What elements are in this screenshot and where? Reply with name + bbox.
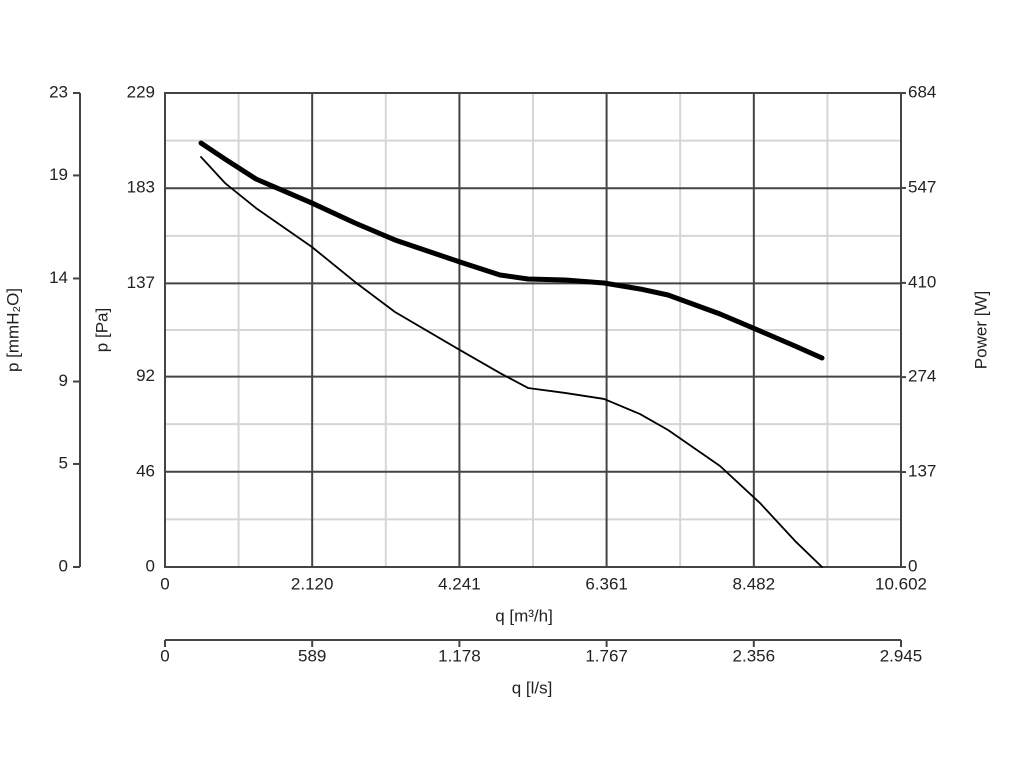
- x-tick-label: 0: [160, 574, 169, 593]
- y3-tick-label: 23: [49, 82, 68, 101]
- y-tick-label: 92: [136, 366, 155, 385]
- y-tick-label: 46: [136, 461, 155, 480]
- y3-tick-label: 14: [49, 268, 68, 287]
- y3-tick-label: 5: [59, 453, 68, 472]
- x2-tick-label: 0: [160, 646, 169, 665]
- y-tick-label: 0: [146, 556, 155, 575]
- y2-tick-label: 410: [908, 272, 936, 291]
- x2-tick-label: 589: [298, 646, 326, 665]
- y3-tick-label: 0: [59, 556, 68, 575]
- y2-tick-label: 684: [908, 82, 936, 101]
- y2-tick-label: 0: [908, 556, 917, 575]
- y3-axis-title: p [mmH₂O]: [3, 288, 22, 372]
- curve: [198, 140, 825, 361]
- curve: [200, 156, 823, 568]
- y-axis-title: p [Pa]: [92, 308, 111, 352]
- y3-tick-label: 19: [49, 165, 68, 184]
- y2-tick-label: 137: [908, 462, 936, 481]
- y2-axis-title: Power [W]: [971, 291, 990, 369]
- x-tick-label: 6.361: [585, 574, 628, 593]
- x2-tick-label: 1.767: [585, 646, 628, 665]
- x2-tick-label: 1.178: [438, 646, 481, 665]
- x-tick-label: 2.120: [291, 574, 334, 593]
- y-tick-label: 229: [127, 82, 155, 101]
- x-tick-label: 4.241: [438, 574, 481, 593]
- y3-tick-label: 9: [59, 371, 68, 390]
- y-tick-label: 183: [127, 178, 155, 197]
- x2-tick-label: 2.945: [880, 646, 923, 665]
- x-tick-label: 10.602: [875, 574, 927, 593]
- x2-tick-label: 2.356: [733, 646, 776, 665]
- y2-tick-label: 274: [908, 367, 936, 386]
- y-tick-label: 137: [127, 273, 155, 292]
- x-tick-label: 8.482: [733, 574, 776, 593]
- plot-frame: [164, 92, 902, 568]
- x2-axis-title: q [l/s]: [512, 678, 553, 697]
- x-axis-title: q [m³/h]: [495, 606, 553, 625]
- y2-tick-label: 547: [908, 177, 936, 196]
